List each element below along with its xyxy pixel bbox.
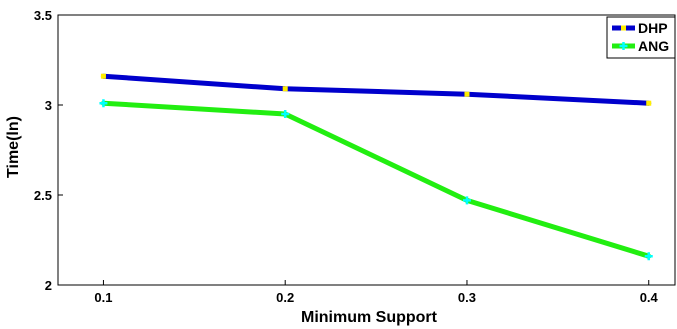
dhp-point bbox=[646, 100, 652, 106]
ang-legend-label: ANG bbox=[638, 38, 669, 54]
axes: 2 2.5 3 3.5 0.1 0.2 0.3 0.4 bbox=[34, 8, 676, 305]
x-tick-label: 0.2 bbox=[276, 290, 294, 305]
ang-point bbox=[99, 99, 108, 108]
plot-frame bbox=[57, 14, 676, 286]
legend: DHP ANG bbox=[606, 16, 676, 59]
dhp-legend-marker bbox=[621, 25, 626, 31]
dhp-point bbox=[282, 86, 288, 92]
dhp-legend-label: DHP bbox=[638, 20, 668, 36]
ang-point bbox=[644, 252, 653, 261]
dhp-point bbox=[100, 73, 106, 79]
y-axis-label: Time(ln) bbox=[5, 116, 22, 178]
y-tick-label: 2.5 bbox=[34, 188, 52, 203]
legend-box bbox=[606, 16, 676, 59]
x-tick-label: 0.1 bbox=[94, 290, 112, 305]
ang-series-line bbox=[100, 100, 652, 259]
ang-legend-marker bbox=[619, 42, 628, 50]
x-tick-label: 0.3 bbox=[458, 290, 476, 305]
y-tick-label: 2 bbox=[45, 278, 52, 293]
dhp-point bbox=[464, 91, 470, 97]
y-tick-label: 3 bbox=[45, 98, 52, 113]
ang-point bbox=[462, 196, 471, 205]
x-axis-label: Minimum Support bbox=[301, 309, 438, 326]
ang-point bbox=[281, 110, 290, 118]
x-tick-label: 0.4 bbox=[640, 290, 659, 305]
y-tick-label: 3.5 bbox=[34, 8, 52, 23]
series-layer bbox=[99, 73, 653, 261]
dhp-series-line bbox=[100, 73, 652, 106]
